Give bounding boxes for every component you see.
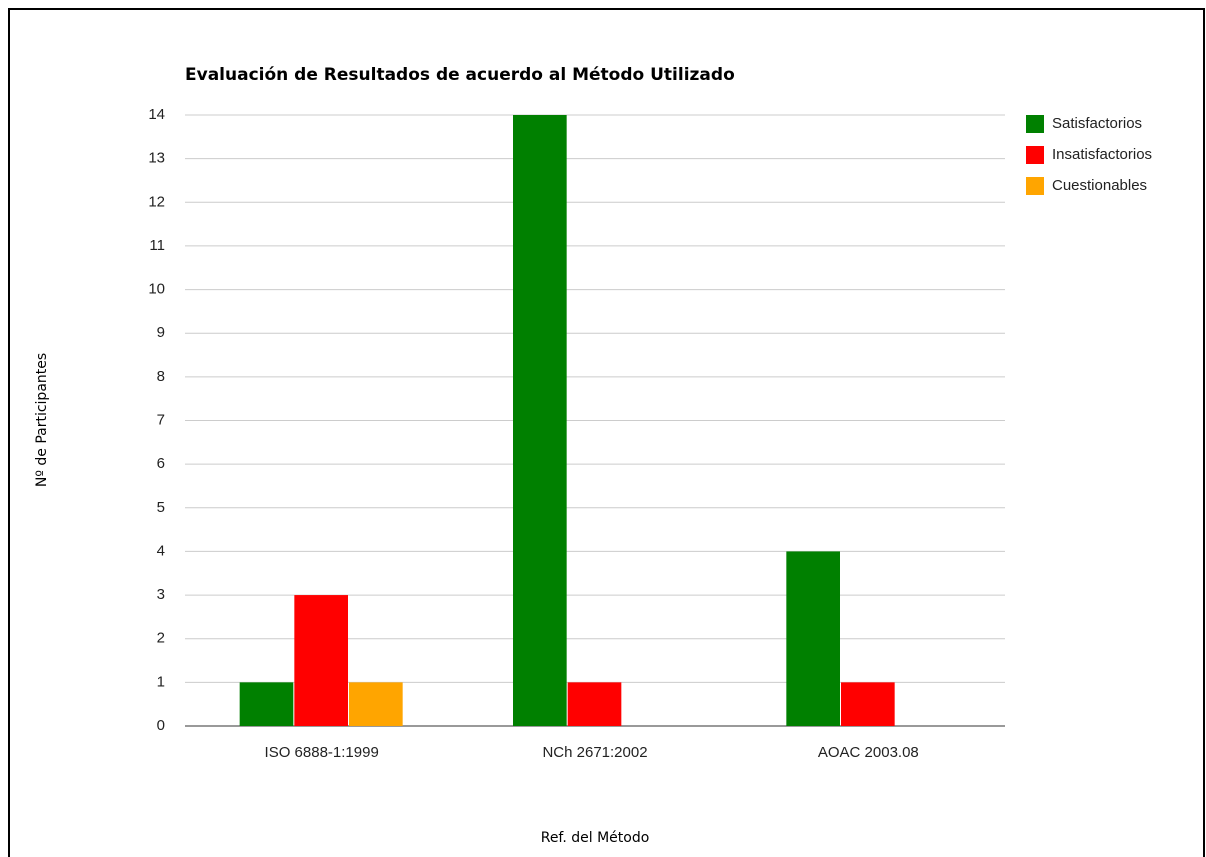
bar xyxy=(841,682,895,726)
x-tick-label: NCh 2671:2002 xyxy=(542,744,647,761)
y-tick-label: 0 xyxy=(157,717,165,734)
x-tick-label: AOAC 2003.08 xyxy=(818,744,919,761)
bar xyxy=(786,551,840,726)
y-tick-label: 13 xyxy=(148,150,165,167)
y-tick-label: 5 xyxy=(157,499,165,516)
legend-label: Cuestionables xyxy=(1052,177,1147,194)
y-tick-label: 9 xyxy=(157,324,165,341)
legend-swatch xyxy=(1026,146,1044,164)
y-tick-label: 7 xyxy=(157,411,165,428)
y-tick-label: 4 xyxy=(157,542,165,559)
legend-label: Satisfactorios xyxy=(1052,115,1142,132)
bar xyxy=(239,682,294,726)
legend-label: Insatisfactorios xyxy=(1052,146,1152,163)
frame xyxy=(8,8,1205,857)
y-tick-label: 6 xyxy=(157,455,165,472)
bar xyxy=(349,682,403,726)
bar xyxy=(294,595,348,726)
y-tick-label: 10 xyxy=(148,281,165,298)
y-tick-label: 12 xyxy=(148,193,165,210)
y-tick-label: 1 xyxy=(157,673,165,690)
chart-title: Evaluación de Resultados de acuerdo al M… xyxy=(185,65,735,85)
y-axis-title: Nº de Participantes xyxy=(34,353,50,487)
y-tick-label: 2 xyxy=(157,630,165,647)
y-tick-label: 8 xyxy=(157,368,165,385)
y-tick-label: 11 xyxy=(149,237,165,254)
legend-swatch xyxy=(1026,115,1044,133)
bar xyxy=(567,682,622,726)
x-tick-label: ISO 6888-1:1999 xyxy=(265,744,379,761)
legend-swatch xyxy=(1026,177,1044,195)
y-tick-label: 14 xyxy=(148,106,165,123)
y-tick-label: 3 xyxy=(157,586,165,603)
x-axis-title: Ref. del Método xyxy=(541,830,650,846)
bar xyxy=(513,115,567,726)
